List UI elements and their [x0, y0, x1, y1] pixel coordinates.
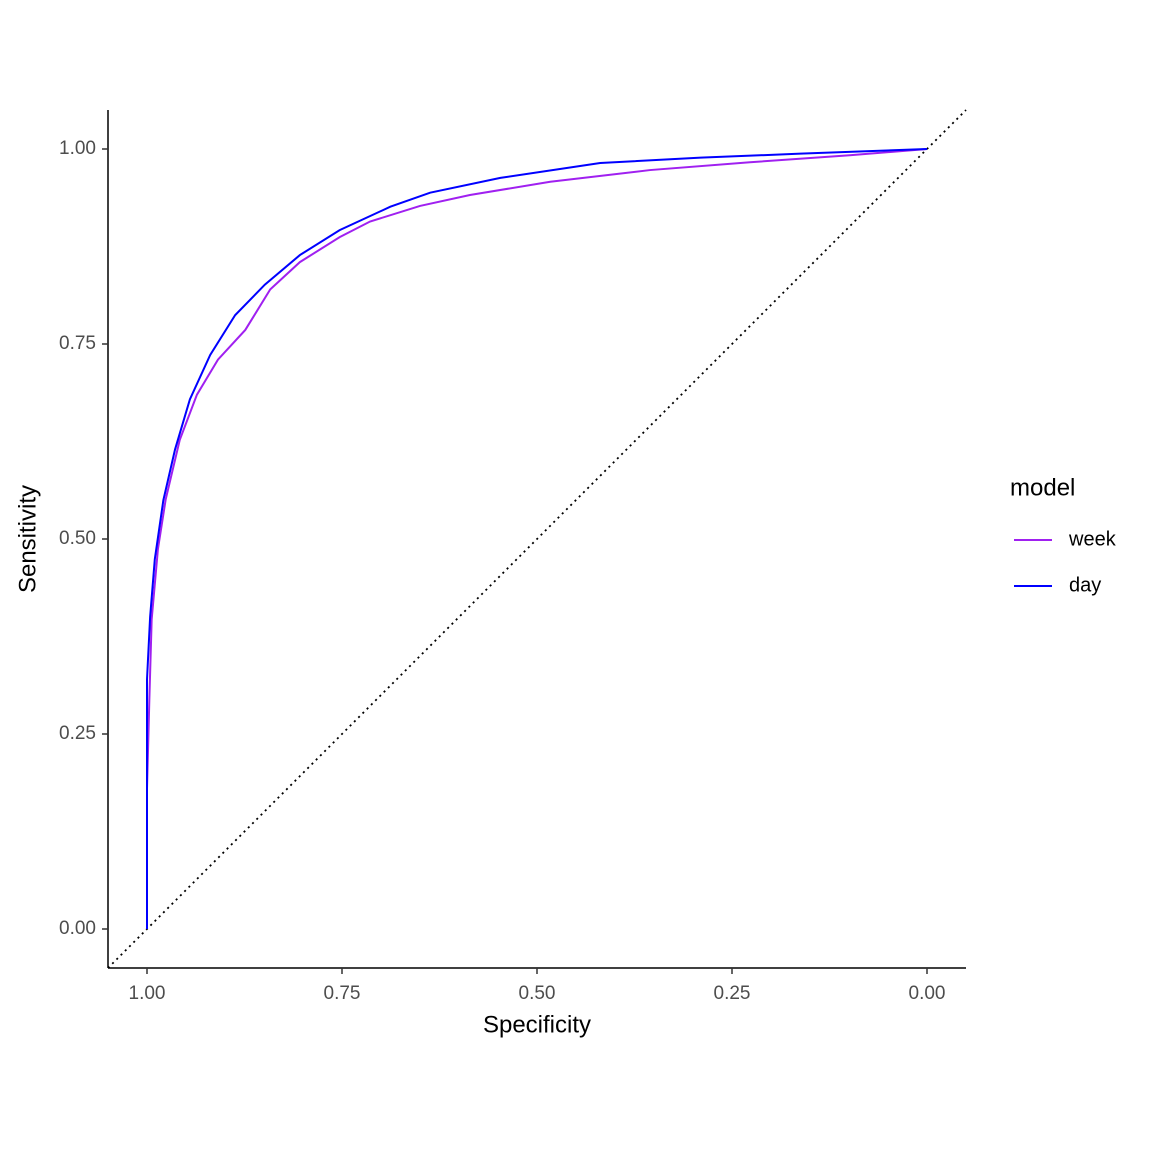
y-tick-label: 0.25	[59, 723, 96, 744]
legend-label: week	[1068, 528, 1117, 550]
roc-line	[146, 148, 928, 929]
x-tick-label: 0.00	[909, 983, 946, 1004]
x-tick-label: 1.00	[129, 983, 166, 1004]
legend-label: day	[1069, 574, 1101, 596]
x-axis-title: Specificity	[483, 1011, 591, 1038]
roc-line	[146, 148, 928, 929]
y-tick-label: 1.00	[59, 138, 96, 159]
reference-line	[107, 109, 967, 969]
x-tick-label: 0.75	[324, 983, 361, 1004]
x-tick-label: 0.50	[519, 983, 556, 1004]
y-tick-label: 0.75	[59, 333, 96, 354]
y-axis-title: Sensitivity	[14, 485, 41, 593]
y-tick-label: 0.00	[59, 918, 96, 939]
x-tick-label: 0.25	[714, 983, 751, 1004]
y-tick-label: 0.50	[59, 528, 96, 549]
legend-title: model	[1010, 474, 1075, 501]
